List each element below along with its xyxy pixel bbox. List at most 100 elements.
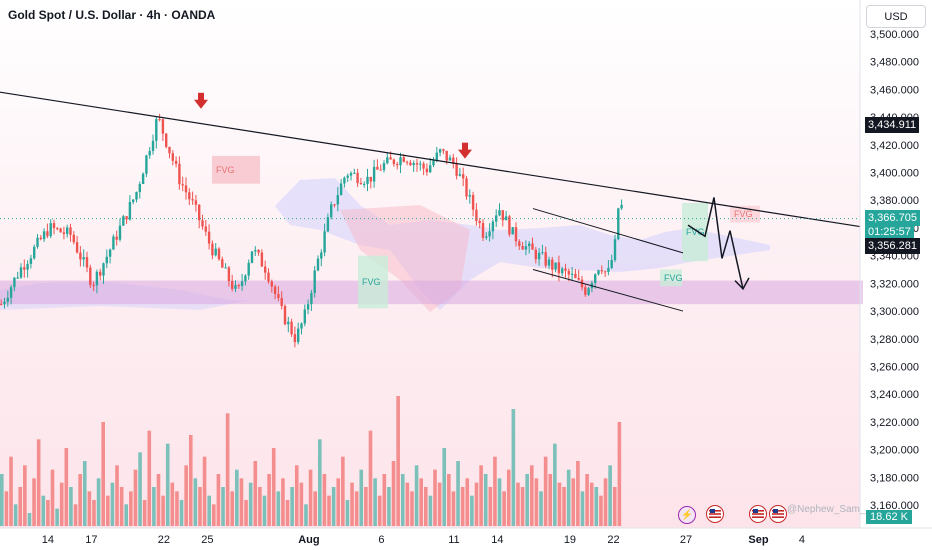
candle-body <box>29 258 33 264</box>
volume-bar <box>520 487 525 526</box>
candle-body <box>148 150 151 156</box>
candle-body <box>145 155 148 174</box>
volume-bar <box>612 487 617 526</box>
candle-body <box>283 306 287 325</box>
volume-bar <box>368 430 373 526</box>
volume-bar <box>442 448 447 526</box>
volume-bar <box>156 474 161 526</box>
volume-bar <box>221 487 225 526</box>
projection-path[interactable] <box>687 197 744 290</box>
price-tag-bottom: 3,356.281 <box>865 238 920 254</box>
x-tick-label: 14 <box>42 534 54 546</box>
volume-bar <box>534 478 539 526</box>
candle-body <box>363 183 366 185</box>
candle-body <box>66 227 69 234</box>
volume-bar <box>506 469 511 526</box>
x-tick-label: 4 <box>799 534 805 546</box>
candle-body <box>488 231 491 237</box>
candle-body <box>194 200 198 205</box>
us-flag-event-icon[interactable] <box>769 505 787 523</box>
us-flag-event-icon[interactable] <box>706 505 724 523</box>
y-tick-label: 3,240.000 <box>870 389 919 401</box>
candle-body <box>201 220 204 227</box>
candle-body <box>359 183 363 185</box>
volume-bar <box>576 461 580 526</box>
volume-bar <box>27 513 32 526</box>
candle-body <box>56 228 59 230</box>
channel-bottom-line[interactable] <box>532 269 684 312</box>
volume-bar <box>211 504 216 526</box>
candle-body <box>353 172 356 174</box>
candle-body <box>547 259 551 266</box>
volume-bar <box>405 482 410 526</box>
x-tick-label: 14 <box>491 534 503 546</box>
y-tick-label: 3,480.000 <box>870 57 919 69</box>
volume-bar <box>382 474 387 526</box>
y-tick-label: 3,200.000 <box>870 445 919 457</box>
volume-bar <box>488 487 493 526</box>
candle-body <box>462 174 465 179</box>
us-flag-event-icon[interactable] <box>749 505 767 523</box>
candle-body <box>415 163 419 165</box>
volume-bar <box>193 478 198 526</box>
candle-body <box>33 246 36 259</box>
candle-body <box>617 208 620 240</box>
volume-bar <box>433 469 437 526</box>
volume-bar <box>248 482 253 526</box>
candle-body <box>36 237 39 247</box>
candle-body <box>244 275 247 282</box>
x-tick-label: 11 <box>448 534 459 546</box>
channel-top-line[interactable] <box>532 208 684 254</box>
candle-body <box>511 227 514 235</box>
y-tick-label: 3,260.000 <box>870 361 919 373</box>
candle-body <box>280 297 283 307</box>
candle-body <box>346 175 349 178</box>
candle-body <box>267 272 270 282</box>
volume-bar <box>465 478 470 526</box>
candle-body <box>498 210 501 216</box>
fvg-box <box>682 203 708 262</box>
candle-body <box>567 270 570 275</box>
volume-bar <box>493 456 497 526</box>
candle-body <box>425 168 429 173</box>
lightning-event-icon[interactable]: ⚡ <box>678 506 696 524</box>
volume-bar <box>525 474 529 526</box>
candle-body <box>198 204 201 221</box>
candle-body <box>570 273 574 275</box>
candle-body <box>339 183 343 196</box>
candle-body <box>89 267 92 285</box>
x-tick-label: 19 <box>564 534 576 546</box>
volume-bar <box>258 487 262 526</box>
candle-body <box>531 243 534 250</box>
volume-bar <box>497 478 502 526</box>
candle-body <box>429 165 432 173</box>
candle-body <box>6 297 9 302</box>
candle-body <box>564 268 567 271</box>
candle-body <box>217 248 221 260</box>
volume-bar <box>262 495 267 526</box>
fvg-label: FVG <box>216 165 235 175</box>
candle-body <box>613 239 617 261</box>
volume-bar <box>161 495 165 526</box>
candle-body <box>528 243 531 247</box>
volume-bar <box>50 469 55 526</box>
candle-body <box>39 237 42 240</box>
candle-body <box>224 267 227 269</box>
down-arrow-marker <box>458 149 472 159</box>
volume-bar <box>225 413 230 526</box>
candle-body <box>297 328 300 343</box>
volume-bar <box>557 482 562 526</box>
volume-bar <box>317 439 322 526</box>
price-tag-top: 3,434.911 <box>865 117 920 133</box>
candle-body <box>405 161 409 163</box>
candle-body <box>356 172 359 184</box>
candle-body <box>366 176 369 184</box>
volume-bar <box>373 478 377 526</box>
candle-body <box>158 119 161 121</box>
volume-bar <box>396 396 400 526</box>
descending-trendline[interactable] <box>0 91 861 228</box>
volume-bar <box>152 487 156 526</box>
candle-body <box>122 216 125 226</box>
currency-button[interactable]: USD <box>866 5 926 28</box>
